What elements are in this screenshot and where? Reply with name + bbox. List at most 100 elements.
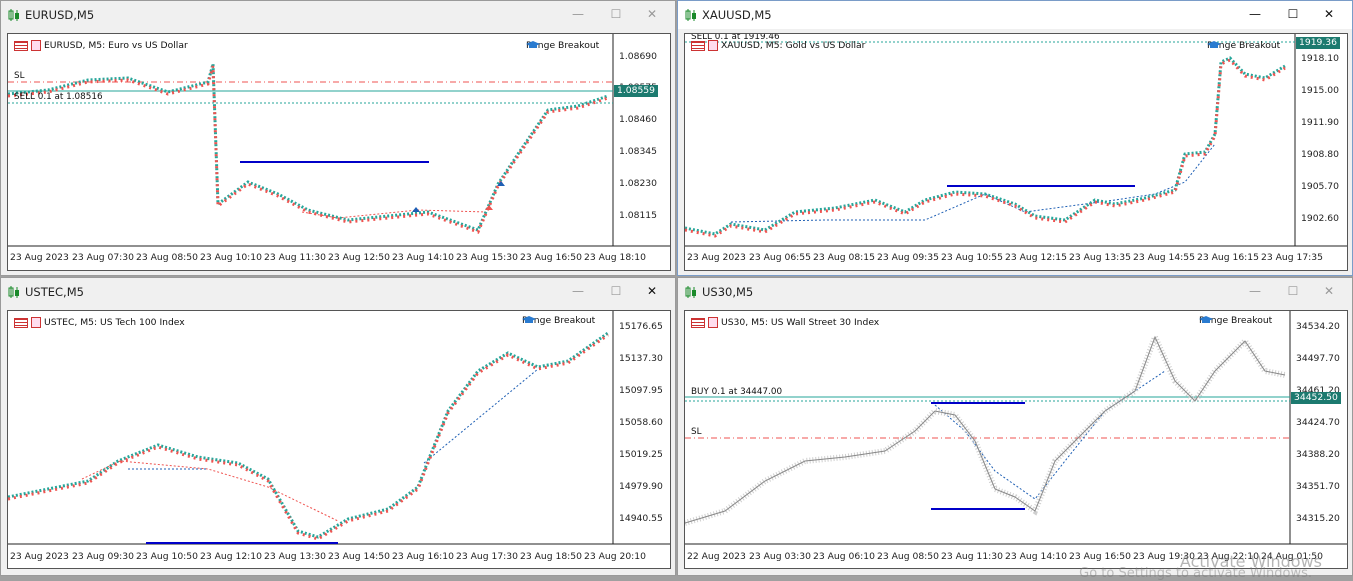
titlebar[interactable]: XAUUSD,M5 — ☐ ✕ — [678, 1, 1352, 29]
price-tick: 1.08460 — [619, 114, 657, 125]
maximize-button[interactable]: ☐ — [610, 284, 622, 298]
window-xauusd[interactable]: XAUUSD,M5 — ☐ ✕ 1918.10 1915.00 1911.90 … — [677, 0, 1353, 276]
time-tick: 23 Aug 10:50 — [136, 551, 198, 562]
time-tick: 23 Aug 03:30 — [749, 551, 811, 562]
symbol-description: EURUSD, M5: Euro vs US Dollar — [44, 40, 188, 51]
chart-info: US30, M5: US Wall Street 30 Index — [691, 317, 879, 328]
chart-info: EURUSD, M5: Euro vs US Dollar — [14, 40, 188, 51]
graduation-cap-icon — [1207, 41, 1221, 48]
time-tick: 23 Aug 12:50 — [328, 252, 390, 263]
order-label: BUY 0.1 at 34447.00 — [691, 387, 783, 397]
price-tick: 34497.70 — [1296, 353, 1340, 364]
time-tick: 23 Aug 16:50 — [520, 252, 582, 263]
time-tick: 23 Aug 08:15 — [813, 252, 875, 263]
sl-label: SL — [14, 71, 25, 81]
minimize-button[interactable]: — — [1249, 284, 1261, 298]
window-ustec[interactable]: USTEC,M5 — ☐ ✕ 15176.65 15137.30 15097.9… — [0, 277, 676, 576]
price-tick: 1.08690 — [619, 51, 657, 62]
time-tick: 23 Aug 07:30 — [72, 252, 134, 263]
expert-advisor-label[interactable]: Range Breakout — [1207, 40, 1280, 51]
price-tick: 34424.70 — [1296, 417, 1340, 428]
expert-advisor-label[interactable]: Range Breakout — [1199, 315, 1272, 326]
chart-properties-icon[interactable] — [31, 317, 41, 328]
close-button[interactable]: ✕ — [646, 7, 658, 21]
candlestick-icon — [8, 286, 19, 298]
trade-panel-icon[interactable] — [691, 40, 705, 51]
titlebar[interactable]: USTEC,M5 — ☐ ✕ — [1, 278, 675, 306]
minimize-button[interactable]: — — [572, 284, 584, 298]
time-tick: 23 Aug 20:10 — [584, 551, 646, 562]
window-title: XAUUSD,M5 — [702, 8, 772, 22]
price-chart: 34534.20 34497.70 34461.20 34424.70 3438… — [685, 311, 1347, 562]
price-tick: 15137.30 — [619, 353, 663, 364]
time-tick: 23 Aug 16:15 — [1197, 252, 1259, 263]
maximize-button[interactable]: ☐ — [610, 7, 622, 21]
ea-name: Range Breakout — [1207, 40, 1281, 51]
titlebar[interactable]: EURUSD,M5 — ☐ ✕ — [1, 1, 675, 29]
graduation-cap-icon — [526, 41, 540, 48]
window-eurusd[interactable]: EURUSD,M5 — ☐ ✕ 1.08690 1.08575 1.08460 … — [0, 0, 676, 276]
price-tick: 1.08115 — [619, 210, 657, 221]
chart-area[interactable]: 1918.10 1915.00 1911.90 1908.80 1905.70 … — [684, 33, 1348, 271]
time-tick: 23 Aug 17:35 — [1261, 252, 1323, 263]
time-tick: 23 Aug 12:15 — [1005, 252, 1067, 263]
chart-area[interactable]: 15176.65 15137.30 15097.95 15058.60 1501… — [7, 310, 671, 569]
chart-area[interactable]: 34534.20 34497.70 34461.20 34424.70 3438… — [684, 310, 1348, 569]
close-button[interactable]: ✕ — [1323, 284, 1335, 298]
price-tick: 1.08230 — [619, 178, 657, 189]
window-title: USTEC,M5 — [25, 285, 84, 299]
trade-panel-icon[interactable] — [14, 40, 28, 51]
graduation-cap-icon — [522, 316, 536, 323]
graduation-cap-icon — [1199, 316, 1213, 323]
time-tick: 23 Aug 14:55 — [1133, 252, 1195, 263]
close-button[interactable]: ✕ — [646, 284, 658, 298]
ea-name: Range Breakout — [1199, 315, 1273, 326]
price-tick: 15176.65 — [619, 321, 663, 332]
expert-advisor-label[interactable]: Range Breakout — [526, 40, 599, 51]
chart-properties-icon[interactable] — [708, 40, 718, 51]
chart-properties-icon[interactable] — [31, 40, 41, 51]
minimize-button[interactable]: — — [572, 7, 584, 21]
activate-windows-hint: Go to Settings to activate Windows. — [1079, 566, 1312, 581]
time-tick: 23 Aug 18:50 — [520, 551, 582, 562]
trade-panel-icon[interactable] — [14, 317, 28, 328]
price-tick: 15019.25 — [619, 449, 663, 460]
close-button[interactable]: ✕ — [1323, 7, 1335, 21]
trade-panel-icon[interactable] — [691, 317, 705, 328]
window-title: US30,M5 — [702, 285, 754, 299]
expert-advisor-label[interactable]: Range Breakout — [522, 315, 595, 326]
price-tick: 1908.80 — [1301, 149, 1339, 160]
time-tick: 23 Aug 2023 — [687, 252, 746, 263]
candlestick-icon — [685, 286, 696, 298]
time-tick: 23 Aug 16:50 — [1069, 551, 1131, 562]
titlebar[interactable]: US30,M5 — ☐ ✕ — [678, 278, 1352, 306]
time-tick: 22 Aug 2023 — [687, 551, 746, 562]
current-price-tag: 1919.36 — [1296, 37, 1340, 49]
time-tick: 23 Aug 19:30 — [1133, 551, 1195, 562]
chart-area[interactable]: 1.08690 1.08575 1.08460 1.08345 1.08230 … — [7, 33, 671, 271]
maximize-button[interactable]: ☐ — [1287, 7, 1299, 21]
price-tick: 1902.60 — [1301, 213, 1339, 224]
chart-properties-icon[interactable] — [708, 317, 718, 328]
price-chart: 1.08690 1.08575 1.08460 1.08345 1.08230 … — [8, 34, 670, 263]
time-tick: 23 Aug 09:30 — [72, 551, 134, 562]
candlestick-icon — [685, 9, 696, 21]
time-tick: 23 Aug 13:30 — [264, 551, 326, 562]
maximize-button[interactable]: ☐ — [1287, 284, 1299, 298]
symbol-description: US30, M5: US Wall Street 30 Index — [721, 317, 880, 328]
price-tick: 1911.90 — [1301, 117, 1339, 128]
window-us30[interactable]: US30,M5 — ☐ ✕ 34534.20 34497.70 34461.20… — [677, 277, 1353, 581]
time-tick: 23 Aug 06:55 — [749, 252, 811, 263]
minimize-button[interactable]: — — [1249, 7, 1261, 21]
current-price-tag: 34452.50 — [1291, 392, 1341, 404]
price-tick: 15097.95 — [619, 385, 663, 396]
time-tick: 23 Aug 13:35 — [1069, 252, 1131, 263]
ea-name: Range Breakout — [522, 315, 596, 326]
price-tick: 14940.55 — [619, 513, 663, 524]
price-tick: 1915.00 — [1301, 85, 1339, 96]
time-tick: 23 Aug 11:30 — [941, 551, 1003, 562]
price-chart: 15176.65 15137.30 15097.95 15058.60 1501… — [8, 311, 670, 562]
time-tick: 23 Aug 10:10 — [200, 252, 262, 263]
price-tick: 1905.70 — [1301, 181, 1339, 192]
price-chart: 1918.10 1915.00 1911.90 1908.80 1905.70 … — [685, 34, 1347, 263]
